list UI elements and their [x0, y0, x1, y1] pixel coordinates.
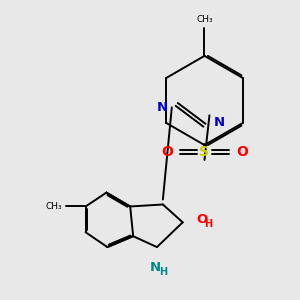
Text: S: S: [200, 145, 209, 159]
Text: O: O: [196, 213, 208, 226]
Text: CH₃: CH₃: [196, 15, 213, 24]
Text: N: N: [157, 101, 168, 114]
Text: H: H: [159, 267, 167, 277]
Text: O: O: [236, 145, 248, 159]
Text: N: N: [213, 116, 224, 129]
Text: O: O: [161, 145, 173, 159]
Text: N: N: [149, 261, 161, 274]
Text: CH₃: CH₃: [45, 202, 62, 211]
Text: H: H: [205, 219, 213, 229]
